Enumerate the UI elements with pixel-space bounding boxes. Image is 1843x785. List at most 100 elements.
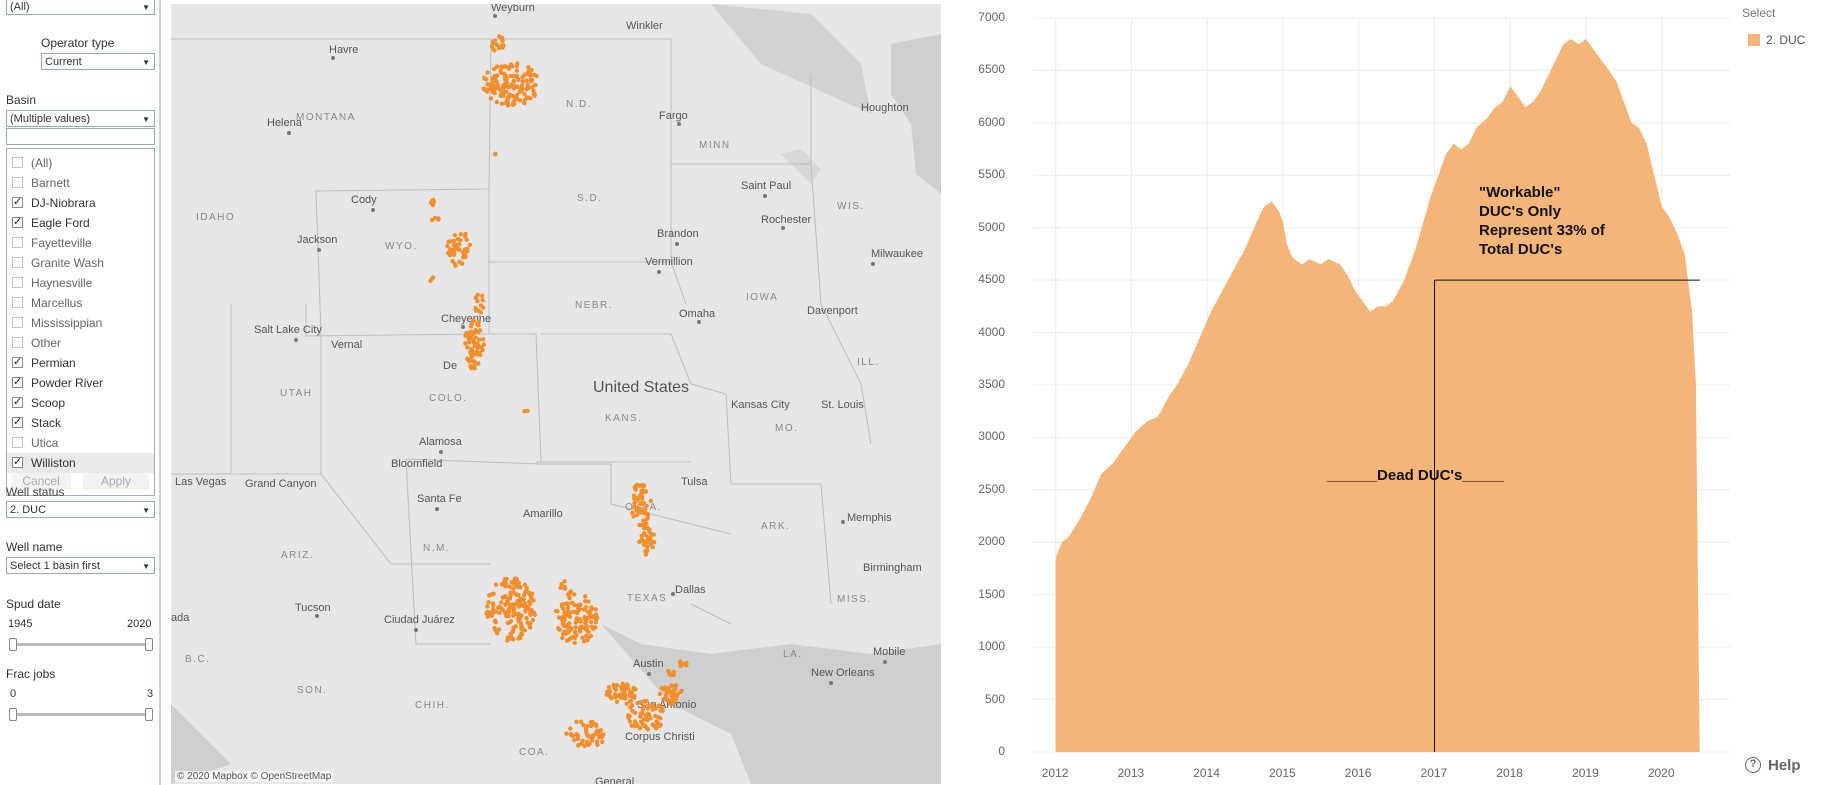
checkbox-checked-icon[interactable]: ✓ [12, 396, 23, 408]
well-dot[interactable] [580, 738, 585, 744]
well-dot[interactable] [432, 215, 438, 221]
well-dot[interactable] [516, 77, 521, 83]
well-dot[interactable] [527, 591, 532, 597]
well-dot[interactable] [487, 610, 493, 615]
well-dot[interactable] [430, 275, 436, 280]
well-dot[interactable] [502, 576, 508, 582]
basin-option[interactable]: ✓ Powder River [7, 373, 154, 393]
well-dot[interactable] [488, 96, 494, 101]
well-dot[interactable] [634, 482, 639, 488]
well-dot[interactable] [492, 90, 497, 96]
well-dot[interactable] [466, 340, 472, 345]
well-dot[interactable] [530, 77, 535, 83]
well-dot[interactable] [625, 686, 630, 691]
well-dot[interactable] [505, 103, 511, 108]
well-dot[interactable] [578, 619, 584, 624]
well-dot[interactable] [468, 324, 474, 329]
well-dot[interactable] [516, 636, 521, 641]
well-dot[interactable] [496, 627, 502, 632]
well-dot[interactable] [586, 742, 591, 748]
well-dot[interactable] [630, 708, 635, 714]
well-dot[interactable] [631, 685, 636, 691]
well-dot[interactable] [642, 532, 647, 538]
well-dot[interactable] [519, 625, 525, 630]
well-dot[interactable] [589, 720, 594, 725]
well-dot[interactable] [494, 99, 500, 105]
well-dot[interactable] [503, 73, 509, 79]
well-dot[interactable] [494, 79, 499, 84]
basin-option[interactable]: ✓ Williston [7, 453, 154, 473]
well-dot[interactable] [598, 728, 604, 733]
well-dot[interactable] [492, 86, 498, 92]
well-dot[interactable] [586, 599, 591, 604]
well-dot[interactable] [620, 685, 625, 691]
well-dot[interactable] [470, 359, 476, 364]
well-dot[interactable] [524, 615, 529, 621]
spud-date-min-handle[interactable] [9, 638, 17, 651]
well-dot[interactable] [645, 512, 651, 518]
well-dot[interactable] [511, 78, 517, 84]
well-dot[interactable] [458, 232, 464, 237]
well-dot[interactable] [637, 522, 642, 528]
well-dot[interactable] [475, 298, 480, 304]
well-dot[interactable] [565, 605, 571, 610]
well-dot[interactable] [645, 544, 650, 550]
well-dot[interactable] [512, 590, 517, 596]
well-dot[interactable] [471, 318, 476, 323]
well-dot[interactable] [428, 278, 433, 283]
well-dot[interactable] [651, 532, 656, 537]
checkbox-unchecked-icon[interactable] [12, 237, 23, 248]
well-dot[interactable] [522, 91, 527, 97]
well-dot[interactable] [474, 350, 479, 355]
well-dot[interactable] [503, 602, 508, 607]
well-dot[interactable] [629, 723, 634, 728]
well-dot[interactable] [510, 93, 516, 99]
well-dot[interactable] [497, 610, 502, 616]
well-dot[interactable] [612, 685, 617, 691]
well-dot[interactable] [521, 592, 527, 598]
well-dot[interactable] [644, 713, 649, 719]
well-dot[interactable] [653, 726, 659, 731]
well-dot[interactable] [457, 247, 462, 253]
well-dot[interactable] [490, 591, 495, 597]
well-dot[interactable] [568, 726, 573, 731]
checkbox-unchecked-icon[interactable] [12, 277, 23, 288]
well-dot[interactable] [667, 671, 672, 677]
well-dot[interactable] [501, 84, 507, 89]
well-dot[interactable] [595, 742, 600, 748]
well-dot[interactable] [446, 239, 451, 244]
well-dot[interactable] [485, 70, 490, 75]
well-dot[interactable] [477, 337, 482, 342]
well-dot[interactable] [496, 605, 501, 610]
well-dot[interactable] [627, 693, 632, 698]
well-dot[interactable] [489, 44, 495, 49]
well-dot[interactable] [644, 521, 649, 526]
well-dot[interactable] [574, 719, 579, 724]
well-dot[interactable] [468, 364, 473, 369]
well-dot[interactable] [571, 737, 577, 743]
well-dot[interactable] [481, 86, 486, 91]
well-dot[interactable] [638, 538, 643, 544]
well-dot[interactable] [448, 251, 453, 256]
well-dot[interactable] [506, 94, 511, 100]
well-dot[interactable] [640, 488, 646, 493]
well-dot[interactable] [650, 545, 655, 550]
legend-item[interactable]: 2. DUC [1742, 32, 1842, 48]
well-dot[interactable] [586, 629, 591, 635]
well-dot[interactable] [640, 707, 646, 712]
well-dot[interactable] [517, 98, 523, 103]
well-dot[interactable] [595, 615, 600, 620]
well-dot[interactable] [567, 595, 572, 601]
well-dot[interactable] [494, 82, 500, 88]
well-dot[interactable] [653, 713, 658, 719]
well-dot[interactable] [514, 63, 520, 69]
well-dot[interactable] [497, 87, 503, 93]
well-dot[interactable] [588, 619, 594, 625]
well-dot[interactable] [561, 601, 566, 607]
well-dot[interactable] [584, 624, 590, 629]
well-dot[interactable] [590, 624, 595, 630]
well-dot[interactable] [593, 722, 599, 727]
checkbox-checked-icon[interactable]: ✓ [12, 216, 23, 228]
well-dot[interactable] [588, 633, 594, 639]
well-dot[interactable] [631, 504, 636, 510]
